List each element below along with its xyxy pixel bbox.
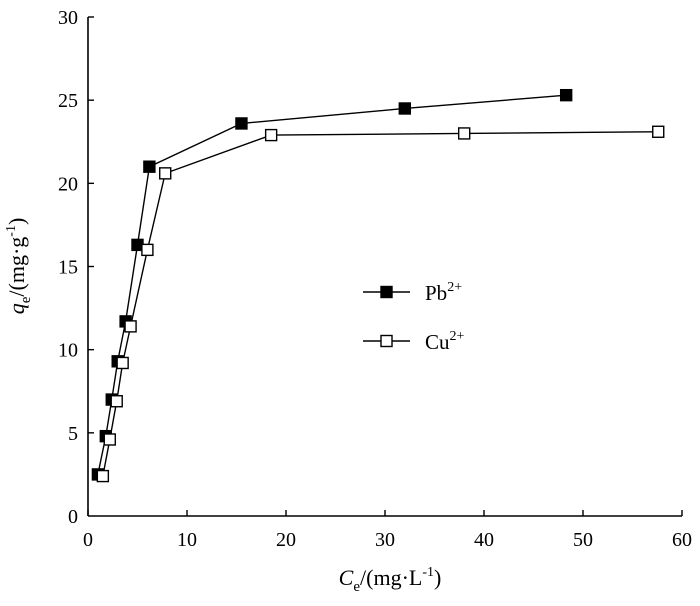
data-point-pb <box>143 160 156 173</box>
legend-label: Pb2+ <box>425 280 462 305</box>
data-point-cu <box>110 395 123 408</box>
axes <box>87 17 682 517</box>
x-tick-label: 30 <box>375 529 395 551</box>
y-tick-label: 25 <box>58 90 78 112</box>
y-tick-label: 5 <box>68 423 78 445</box>
series-cu <box>96 125 665 483</box>
data-point-cu <box>116 356 129 370</box>
x-tick-label: 60 <box>672 529 692 551</box>
data-point-cu <box>159 167 172 180</box>
y-tick-label: 15 <box>58 257 78 279</box>
data-point-pb <box>398 102 411 115</box>
x-tick-label: 20 <box>276 529 296 551</box>
series <box>91 88 665 483</box>
ticks: 0 10 20 30 40 50 60 0 5 10 15 20 25 30 <box>58 7 692 551</box>
axis-labels: Ce/(mg·L-1) qe/(mg·g-1) <box>4 218 441 595</box>
data-point-cu <box>264 128 278 142</box>
data-point-cu <box>458 127 471 140</box>
series-pb <box>91 88 573 481</box>
y-tick-label: 30 <box>58 7 78 29</box>
y-axis-label: qe/(mg·g-1) <box>4 218 34 315</box>
data-point-pb <box>559 88 573 102</box>
data-point-cu <box>652 125 665 138</box>
y-tick-label: 10 <box>58 340 78 362</box>
legend-label: Cu2+ <box>425 329 465 354</box>
x-tick-label: 50 <box>573 529 593 551</box>
data-point-cu <box>103 433 116 446</box>
data-point-cu <box>96 469 110 483</box>
legend-item-pb: Pb2+ <box>363 280 462 305</box>
data-point-cu <box>141 243 154 257</box>
legend-marker <box>380 285 393 299</box>
legend-item-cu: Cu2+ <box>363 329 465 354</box>
y-tick-label: 20 <box>58 173 78 195</box>
x-tick-label: 10 <box>177 529 197 551</box>
x-tick-label: 0 <box>83 529 93 551</box>
data-point-pb <box>235 117 248 130</box>
series-line-cu <box>102 131 659 477</box>
y-tick-label: 0 <box>68 506 78 528</box>
x-tick-label: 40 <box>474 529 494 551</box>
legend: Pb2+ Cu2+ <box>363 280 465 354</box>
legend-marker <box>380 334 393 348</box>
x-axis-label: Ce/(mg·L-1) <box>339 565 442 595</box>
data-point-cu <box>124 320 137 333</box>
series-line-pb <box>97 94 567 475</box>
